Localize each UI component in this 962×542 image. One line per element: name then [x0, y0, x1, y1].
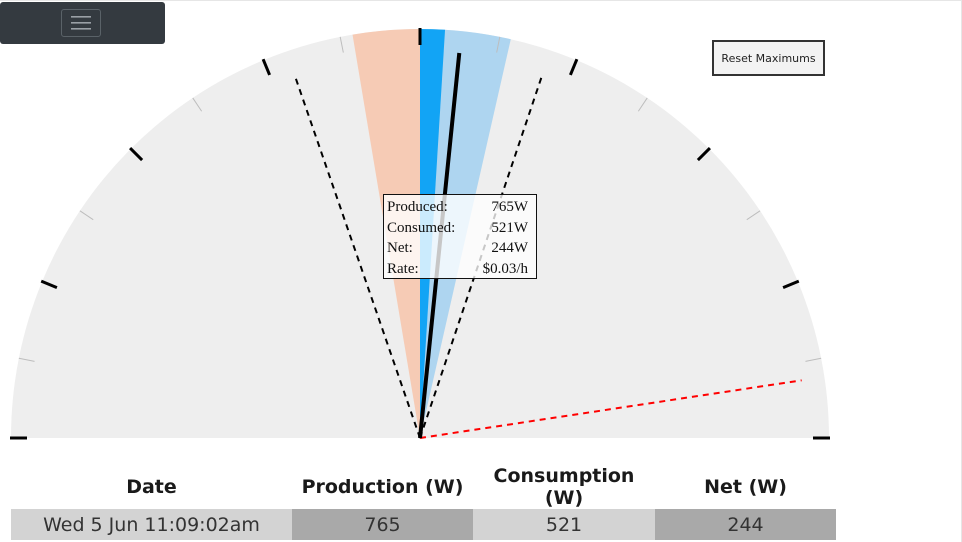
header-date: Date	[126, 476, 177, 498]
gauge-major-tick	[569, 58, 579, 76]
tooltip-rate-label: Rate:	[387, 260, 419, 277]
tooltip-rate-value: $0.03/h	[482, 260, 528, 277]
header-consumption: Consumption (W)	[493, 465, 635, 509]
gauge-minor-tick	[746, 210, 761, 221]
cell-net: 244	[655, 509, 836, 540]
cell-production: 765	[292, 509, 473, 540]
tooltip-consumed-label: Consumed:	[387, 219, 456, 236]
gauge-major-tick	[40, 279, 58, 289]
max-consumption-line	[294, 75, 421, 439]
tooltip-net-value: 244W	[491, 240, 528, 256]
tooltip-produced-label: Produced:	[387, 199, 448, 215]
gauge-minor-tick	[18, 357, 35, 362]
readings-table: Date Production (W) Consumption (W) Net …	[11, 465, 836, 540]
gauge-major-tick	[129, 147, 144, 162]
tooltip-row-net: Net: 244W	[387, 238, 528, 259]
tooltip-consumed-value: 521W	[491, 219, 528, 236]
readings-header-row: Date Production (W) Consumption (W) Net …	[11, 465, 836, 509]
tooltip-row-rate: Rate: $0.03/h	[387, 259, 528, 280]
gauge-minor-tick	[637, 97, 648, 112]
gauge-major-tick	[696, 147, 711, 162]
header-net: Net (W)	[704, 476, 787, 498]
tooltip-row-consumed: Consumed: 521W	[387, 218, 528, 239]
export-marker-line	[419, 379, 802, 439]
header-production: Production (W)	[301, 476, 464, 498]
table-row: Wed 5 Jun 11:09:02am 765 521 244	[11, 509, 836, 540]
gauge-major-tick	[782, 279, 800, 289]
navbar	[0, 2, 165, 44]
gauge-tooltip: Produced: 765W Consumed: 521W Net: 244W …	[383, 194, 537, 279]
reset-maximums-button[interactable]: Reset Maximums	[712, 40, 825, 76]
gauge-minor-tick	[805, 357, 822, 362]
gauge-minor-tick	[79, 210, 94, 221]
cell-consumption: 521	[473, 509, 655, 540]
tooltip-net-label: Net:	[387, 240, 413, 256]
hamburger-icon	[71, 16, 91, 30]
gauge-major-tick	[261, 58, 271, 76]
cell-date: Wed 5 Jun 11:09:02am	[11, 509, 292, 540]
gauge-minor-tick	[339, 36, 344, 53]
page-top-border	[0, 0, 962, 1]
menu-toggle-button[interactable]	[61, 9, 101, 37]
gauge-minor-tick	[496, 36, 501, 53]
tooltip-row-produced: Produced: 765W	[387, 197, 528, 218]
gauge-minor-tick	[192, 97, 203, 112]
tooltip-produced-value: 765W	[491, 199, 528, 215]
